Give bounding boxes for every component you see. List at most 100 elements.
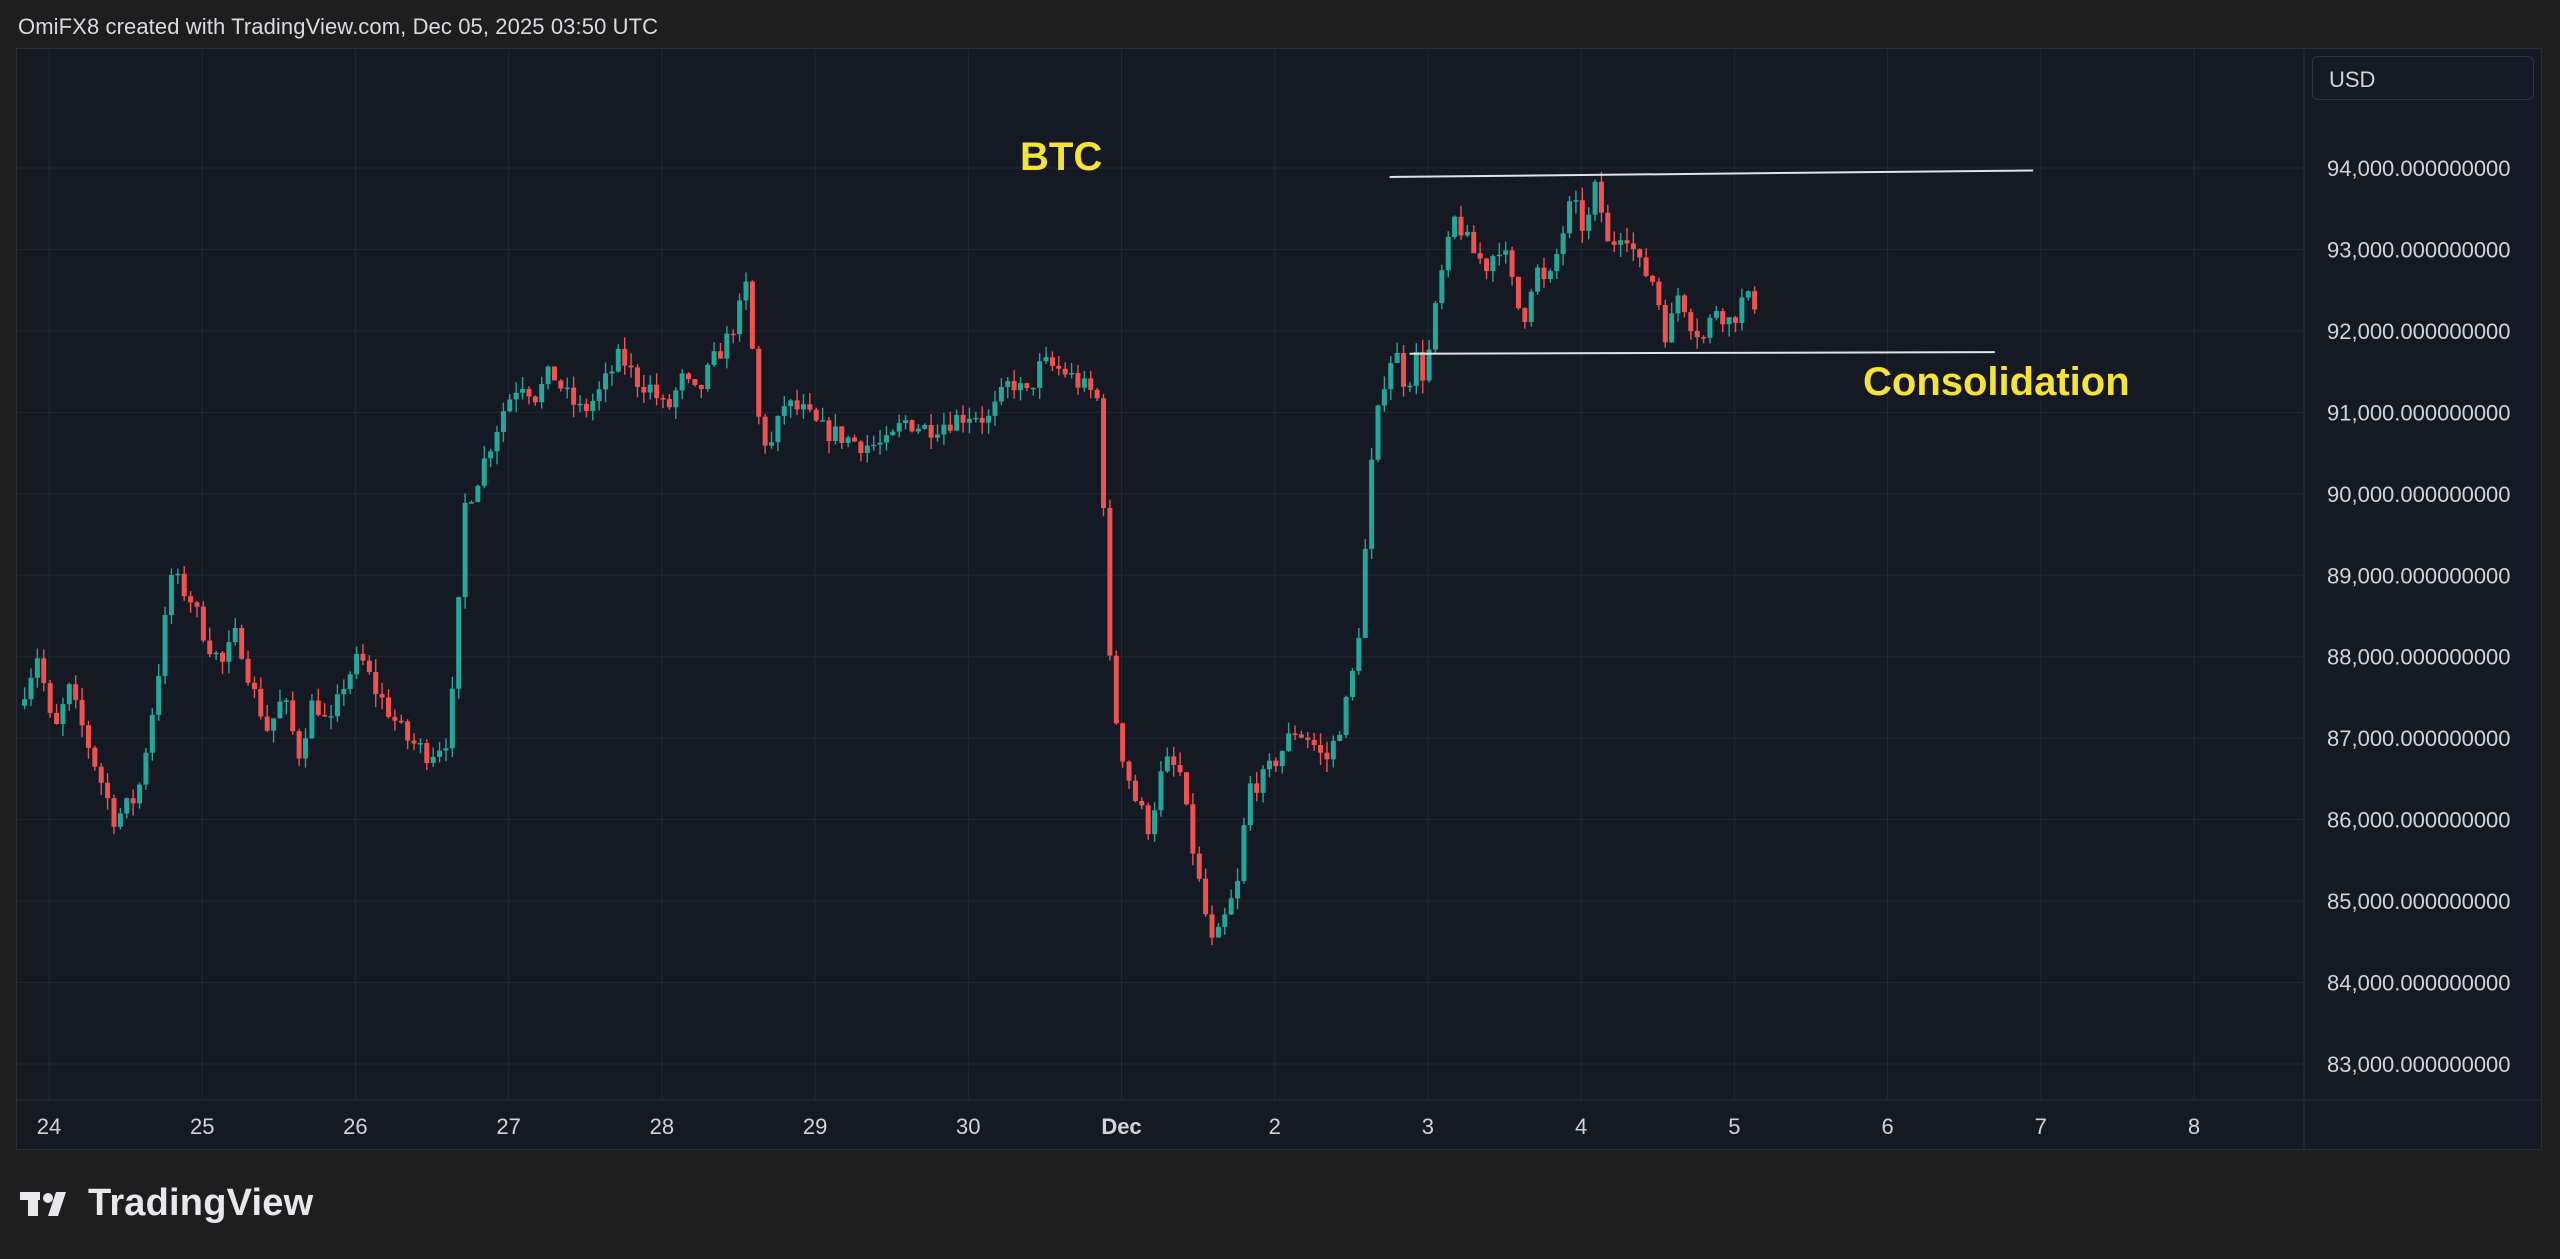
candle-up bbox=[1669, 313, 1675, 343]
candle-down bbox=[1209, 914, 1215, 938]
candle-up bbox=[673, 390, 679, 408]
candle-down bbox=[1701, 337, 1707, 339]
candle-up bbox=[743, 281, 749, 301]
candle-up bbox=[347, 674, 353, 689]
candle-up bbox=[1618, 240, 1624, 245]
candle-down bbox=[583, 403, 589, 411]
candle-down bbox=[130, 798, 136, 804]
candle-up bbox=[162, 615, 168, 676]
candle-up bbox=[1726, 317, 1732, 325]
candle-down bbox=[360, 653, 366, 661]
candle-up bbox=[1547, 271, 1553, 279]
candle-down bbox=[1049, 357, 1055, 366]
candle-up bbox=[1037, 361, 1043, 388]
candle-up bbox=[168, 574, 174, 616]
candle-up bbox=[283, 700, 289, 702]
candle-up bbox=[775, 415, 781, 443]
price-tick-label: 92,000.000000000 bbox=[2327, 319, 2511, 344]
candle-up bbox=[1745, 291, 1751, 298]
candle-down bbox=[188, 596, 194, 603]
candle-up bbox=[941, 424, 947, 435]
candle-down bbox=[1401, 352, 1407, 387]
candle-up bbox=[1707, 317, 1713, 338]
candle-down bbox=[698, 384, 704, 390]
candle-down bbox=[1203, 878, 1209, 915]
candle-up bbox=[1158, 771, 1164, 811]
candle-up bbox=[488, 451, 494, 459]
candle-up bbox=[1567, 201, 1573, 234]
candle-up bbox=[1215, 926, 1221, 938]
candle-down bbox=[1062, 368, 1068, 375]
candle-up bbox=[500, 411, 506, 433]
candle-up bbox=[1362, 548, 1368, 638]
candle-down bbox=[111, 798, 117, 827]
candle-up bbox=[1554, 254, 1560, 272]
candle-up bbox=[883, 435, 889, 443]
candle-down bbox=[1458, 216, 1464, 236]
candle-down bbox=[1579, 200, 1585, 231]
candle-up bbox=[577, 403, 583, 406]
candlestick-chart[interactable]: 94,000.000000000 93,000.000000000 92,000.0… bbox=[16, 48, 2542, 1150]
candle-down bbox=[1324, 752, 1330, 760]
candle-down bbox=[373, 672, 379, 695]
candle-down bbox=[296, 731, 302, 759]
candle-down bbox=[251, 682, 257, 689]
candle-down bbox=[1720, 311, 1726, 325]
candle-up bbox=[456, 597, 462, 689]
candle-down bbox=[852, 437, 858, 442]
candle-up bbox=[309, 700, 315, 739]
candle-down bbox=[220, 652, 226, 662]
support-line[interactable] bbox=[1409, 351, 1995, 355]
candle-down bbox=[1598, 181, 1604, 213]
candle-up bbox=[737, 300, 743, 335]
price-tick-label: 94,000.000000000 bbox=[2327, 156, 2511, 181]
resistance-line[interactable] bbox=[1389, 169, 2034, 178]
price-axis-labels[interactable]: 94,000.000000000 93,000.000000000 92,000.0… bbox=[2327, 156, 2511, 1077]
candle-down bbox=[826, 420, 832, 441]
candle-down bbox=[558, 380, 564, 389]
chart-frame bbox=[16, 48, 2542, 1150]
candle-down bbox=[1637, 249, 1643, 258]
candle-up bbox=[820, 420, 826, 422]
candle-up bbox=[1713, 311, 1719, 318]
candle-down bbox=[1126, 761, 1132, 781]
time-tick-label: 29 bbox=[803, 1114, 827, 1139]
price-tick-label: 88,000.000000000 bbox=[2327, 645, 2511, 670]
candle-up bbox=[864, 445, 870, 453]
candle-down bbox=[1318, 745, 1324, 753]
consolidation-lines[interactable] bbox=[1389, 169, 2034, 355]
time-tick-label: 28 bbox=[650, 1114, 674, 1139]
candle-up bbox=[679, 373, 685, 391]
candle-down bbox=[1177, 765, 1183, 773]
candle-up bbox=[175, 573, 181, 576]
time-axis-labels[interactable]: 24 25 26 27 28 29 30 Dec 2 3 4 5 6 7 8 bbox=[37, 1114, 2200, 1139]
candle-down bbox=[290, 700, 296, 732]
candle-down bbox=[181, 573, 187, 597]
price-tick-label: 90,000.000000000 bbox=[2327, 482, 2511, 507]
candle-up bbox=[1496, 254, 1502, 257]
candle-down bbox=[692, 379, 698, 385]
candle-up bbox=[443, 748, 449, 751]
time-tick-label: 6 bbox=[1881, 1114, 1893, 1139]
price-tick-label: 85,000.000000000 bbox=[2327, 889, 2511, 914]
candle-down bbox=[1624, 240, 1630, 244]
candle-up bbox=[1069, 372, 1075, 375]
candle-up bbox=[475, 485, 481, 503]
candle-up bbox=[1394, 352, 1400, 363]
candle-down bbox=[1298, 734, 1304, 738]
candle-down bbox=[258, 688, 264, 717]
candle-up bbox=[1432, 303, 1438, 350]
currency-selector[interactable]: USD bbox=[2312, 56, 2534, 100]
candle-up bbox=[998, 387, 1004, 402]
candle-up bbox=[800, 404, 806, 410]
candle-up bbox=[354, 653, 360, 675]
candle-up bbox=[156, 675, 162, 715]
candle-down bbox=[839, 426, 845, 443]
candle-up bbox=[1081, 378, 1087, 388]
candle-up bbox=[232, 627, 238, 643]
candle-up bbox=[468, 502, 474, 504]
candle-down bbox=[54, 712, 60, 725]
candle-down bbox=[405, 721, 411, 741]
candle-up bbox=[22, 699, 28, 706]
candle-down bbox=[686, 373, 692, 380]
